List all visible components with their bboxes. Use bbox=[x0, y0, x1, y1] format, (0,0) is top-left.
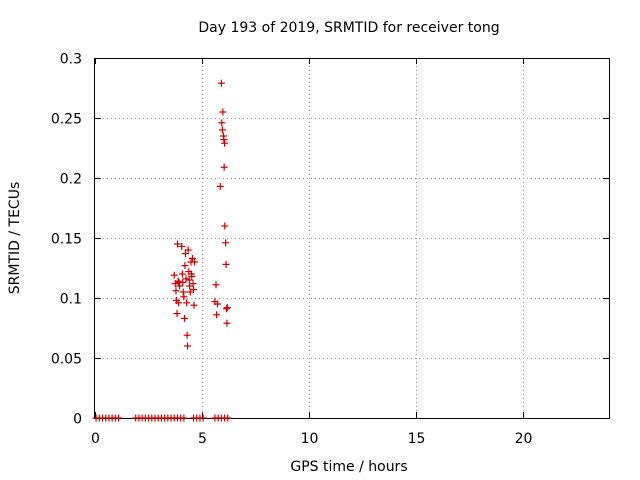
data-point bbox=[221, 139, 229, 147]
y-axis-label: SRMTID / TECUs bbox=[7, 182, 23, 295]
y-tick-label: 0.1 bbox=[60, 292, 82, 308]
data-point bbox=[221, 222, 229, 230]
data-point bbox=[188, 272, 196, 280]
y-tick-label: 0.05 bbox=[51, 352, 82, 368]
data-point bbox=[216, 182, 224, 190]
data-point bbox=[189, 280, 197, 288]
x-tick-label: 5 bbox=[198, 431, 207, 447]
x-tick-label: 10 bbox=[301, 431, 319, 447]
data-point bbox=[170, 271, 178, 279]
plot-frame bbox=[94, 58, 610, 419]
x-tick-label: 20 bbox=[515, 431, 533, 447]
x-tick-label: 0 bbox=[91, 431, 100, 447]
data-point bbox=[181, 250, 189, 258]
data-point bbox=[181, 262, 189, 270]
data-point bbox=[176, 282, 184, 290]
data-point bbox=[175, 299, 183, 307]
data-point bbox=[174, 277, 182, 285]
data-point bbox=[172, 287, 180, 295]
data-point bbox=[181, 314, 189, 322]
data-point bbox=[223, 319, 231, 327]
data-point bbox=[220, 163, 228, 171]
data-point bbox=[183, 299, 191, 307]
data-point bbox=[191, 258, 199, 266]
data-point bbox=[184, 246, 192, 254]
y-tick-labels: 0 0.05 0.1 0.15 0.2 0.25 0.3 bbox=[51, 52, 82, 428]
y-tick-label: 0.3 bbox=[60, 52, 82, 68]
y-tick-label: 0.15 bbox=[51, 232, 82, 248]
data-point bbox=[173, 240, 181, 248]
x-tick-label: 15 bbox=[408, 431, 426, 447]
data-point bbox=[199, 414, 207, 422]
data-point bbox=[217, 79, 225, 87]
data-point bbox=[185, 276, 193, 284]
grid-lines bbox=[95, 58, 609, 418]
data-point bbox=[188, 254, 196, 262]
data-point bbox=[183, 331, 191, 339]
data-point bbox=[219, 108, 227, 116]
y-tick-label: 0.25 bbox=[51, 112, 82, 128]
x-tick-labels: 0 5 10 15 20 bbox=[91, 431, 532, 447]
data-points bbox=[92, 79, 232, 422]
y-tick-label: 0 bbox=[73, 412, 82, 428]
y-tick-label: 0.2 bbox=[60, 172, 82, 188]
data-point bbox=[173, 310, 181, 318]
data-point bbox=[182, 275, 190, 283]
data-point bbox=[218, 126, 226, 134]
data-point bbox=[190, 301, 198, 309]
data-point bbox=[180, 293, 188, 301]
data-point bbox=[220, 136, 228, 144]
data-point bbox=[218, 119, 226, 127]
data-point bbox=[222, 305, 230, 313]
data-point bbox=[223, 304, 231, 312]
data-point bbox=[179, 288, 187, 296]
data-point bbox=[222, 260, 230, 268]
data-point bbox=[178, 270, 186, 278]
data-point bbox=[179, 278, 187, 286]
data-point bbox=[190, 286, 198, 294]
data-point bbox=[184, 342, 192, 350]
data-point bbox=[178, 242, 186, 250]
data-point bbox=[222, 239, 230, 247]
data-point bbox=[212, 281, 220, 289]
data-point bbox=[213, 311, 221, 319]
data-point bbox=[115, 414, 123, 422]
data-point bbox=[214, 300, 222, 308]
chart-title: Day 193 of 2019, SRMTID for receiver ton… bbox=[198, 20, 499, 36]
data-point bbox=[224, 414, 232, 422]
x-axis-label: GPS time / hours bbox=[290, 459, 407, 475]
axis-ticks bbox=[95, 58, 609, 419]
data-point bbox=[180, 414, 188, 422]
